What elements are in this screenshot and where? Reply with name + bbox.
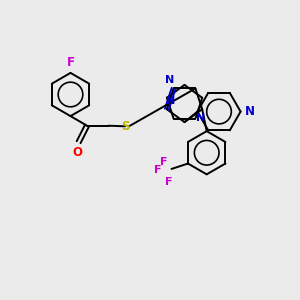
Text: N: N (196, 113, 205, 123)
Text: F: F (160, 157, 168, 167)
Text: N: N (245, 105, 255, 118)
Text: N: N (166, 96, 175, 106)
Text: F: F (154, 165, 162, 176)
Text: S: S (121, 119, 130, 133)
Text: F: F (67, 56, 74, 69)
Text: O: O (72, 146, 82, 159)
Text: N: N (165, 75, 175, 85)
Text: F: F (165, 177, 172, 187)
